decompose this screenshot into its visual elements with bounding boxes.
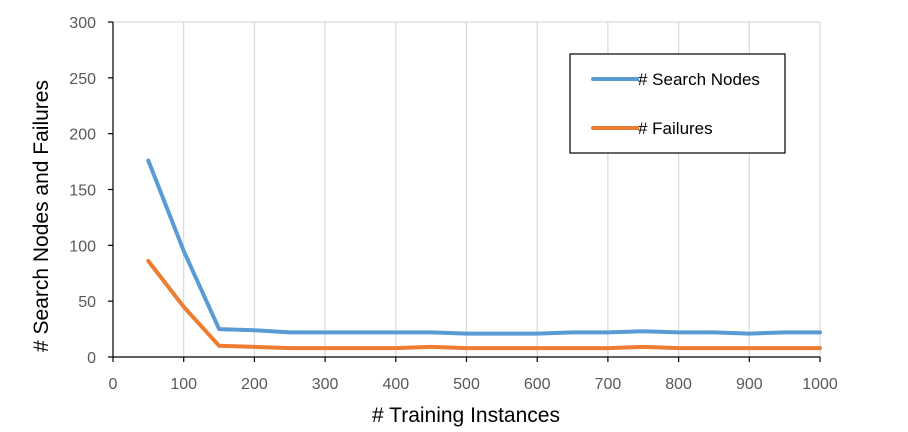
y-tick-label: 0 [87, 350, 96, 367]
x-tick-label: 100 [170, 376, 197, 393]
tick-labels: 0 50 100 150 200 250 300 0 100 200 300 400 500 600 700… [69, 15, 838, 393]
y-tick-label: 250 [69, 71, 96, 88]
x-tick-label: 800 [665, 376, 692, 393]
legend-box [569, 53, 786, 154]
series-lines [146, 158, 822, 351]
x-tick-label: 500 [453, 376, 480, 393]
y-tick-label: 300 [69, 15, 96, 32]
x-tick-label: 300 [312, 376, 339, 393]
x-tick-label: 200 [241, 376, 268, 393]
y-tick-label: 150 [69, 183, 96, 200]
legend: # Search Nodes # Failures [569, 53, 786, 154]
y-tick-label: 200 [69, 127, 96, 144]
x-tick-label: 400 [382, 376, 409, 393]
y-tick-label: 50 [78, 294, 96, 311]
y-axis-title: # Search Nodes and Failures [30, 80, 53, 352]
x-tick-label: 600 [524, 376, 551, 393]
x-tick-label: 700 [595, 376, 622, 393]
x-tick-label: 1000 [802, 376, 838, 393]
legend-label-failures: # Failures [638, 119, 713, 138]
x-tick-label: 0 [109, 376, 118, 393]
y-tick-label: 100 [69, 238, 96, 255]
series-line-failures [146, 259, 822, 351]
axes [108, 21, 821, 362]
x-axis-title: # Training Instances [372, 404, 560, 427]
series-line-search-nodes [146, 158, 822, 336]
x-tick-label: 900 [736, 376, 763, 393]
legend-label-search-nodes: # Search Nodes [638, 70, 760, 89]
